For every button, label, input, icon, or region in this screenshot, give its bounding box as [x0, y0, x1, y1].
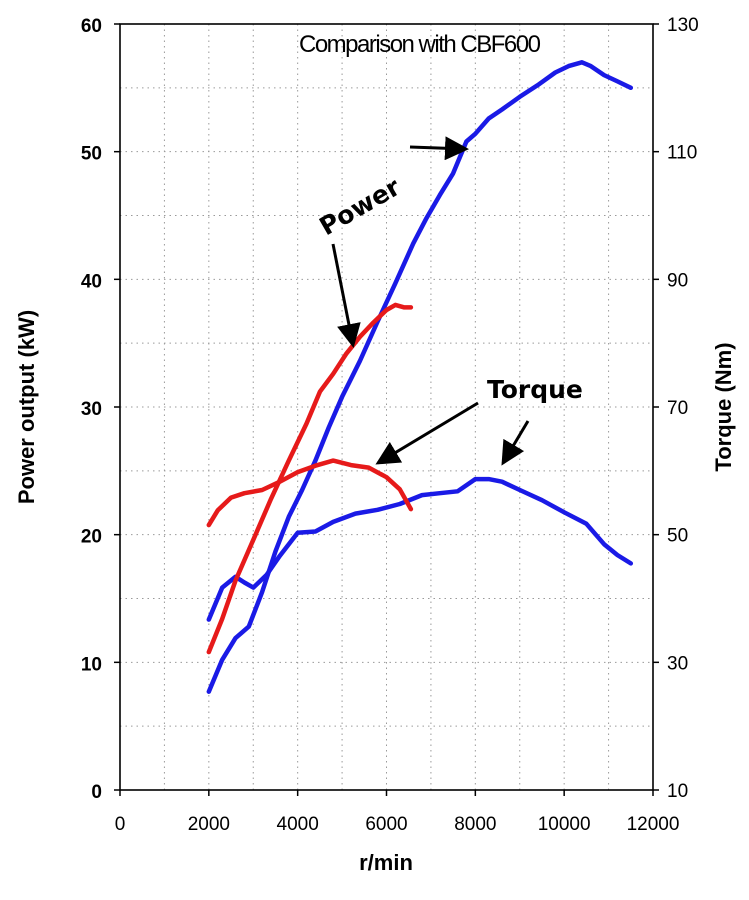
series-blue-power — [206, 60, 634, 694]
x-tick-label: 12000 — [627, 814, 680, 835]
y-axis-left-title: Power output (kW) — [14, 310, 39, 504]
y-right-tick-label: 50 — [667, 526, 688, 547]
x-axis-title: r/min — [359, 850, 413, 875]
y-left-tick-label: 30 — [81, 399, 102, 420]
x-tick-label: 8000 — [454, 814, 496, 835]
series-blue-torque — [206, 476, 634, 622]
arrow-power-to-red — [331, 243, 361, 348]
annotations: Power Torque — [315, 136, 583, 466]
y-axis-right-title: Torque (Nm) — [711, 342, 736, 471]
x-tick-label: 4000 — [277, 814, 319, 835]
annotation-torque: Torque — [487, 375, 583, 404]
plot-area-frame — [119, 23, 654, 791]
arrow-power-to-blue — [409, 136, 469, 161]
axis-ticks: 0 2000 4000 6000 8000 10000 12000 0 10 20 30 40 50 60… — [81, 15, 699, 835]
annotation-power: Power — [315, 172, 406, 241]
x-tick-label: 10000 — [538, 814, 591, 835]
y-right-tick-label: 10 — [667, 781, 688, 802]
x-tick-label: 2000 — [188, 814, 230, 835]
y-right-tick-label: 70 — [667, 398, 688, 419]
x-tick-label: 6000 — [365, 814, 407, 835]
y-right-tick-label: 110 — [667, 143, 697, 164]
y-right-tick-label: 30 — [667, 653, 688, 674]
y-left-tick-label: 0 — [91, 782, 102, 803]
arrow-torque-to-red — [375, 401, 479, 465]
y-left-tick-label: 10 — [81, 654, 102, 675]
y-right-tick-label: 130 — [667, 15, 699, 36]
y-left-tick-label: 60 — [81, 16, 102, 37]
y-left-tick-label: 20 — [81, 527, 102, 548]
y-left-tick-label: 50 — [81, 144, 102, 165]
y-right-tick-label: 90 — [667, 270, 688, 291]
series-red-torque — [206, 458, 414, 528]
y-left-tick-label: 40 — [81, 271, 102, 292]
x-tick-label: 0 — [115, 814, 126, 835]
grid — [120, 24, 653, 790]
chart-title: Comparison with CBF600 — [299, 31, 541, 58]
series-red-power — [206, 302, 414, 655]
series-lines — [206, 60, 634, 694]
arrow-torque-to-blue — [501, 420, 530, 466]
